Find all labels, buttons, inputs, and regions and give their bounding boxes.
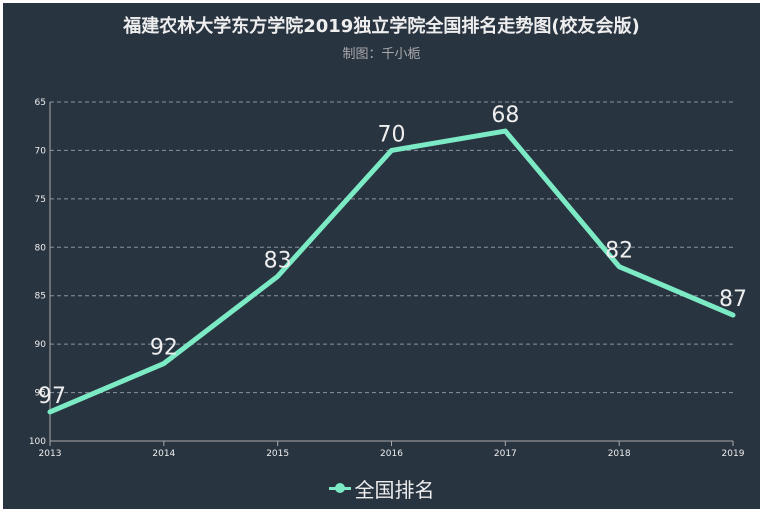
legend-item-series[interactable]: 全国排名: [328, 474, 435, 503]
x-tick-label: 2015: [266, 449, 289, 459]
x-tick-label: 2014: [152, 449, 175, 459]
y-tick-label: 100: [29, 437, 46, 447]
data-label: 83: [264, 248, 292, 273]
data-label: 92: [150, 336, 178, 361]
chart-title: 福建农林大学东方学院2019独立学院全国排名走势图(校友会版): [123, 16, 640, 37]
data-label: 68: [491, 103, 519, 128]
data-labels: 97 92 83 70 68 82 87: [38, 103, 747, 409]
y-tick-label: 70: [35, 146, 47, 156]
x-tick-label: 2018: [608, 449, 631, 459]
data-point: [48, 409, 52, 414]
y-tick-label: 85: [35, 292, 46, 302]
data-label: 82: [605, 239, 633, 264]
data-label: 70: [378, 122, 406, 147]
data-point: [731, 313, 735, 318]
data-point: [161, 361, 166, 366]
chart-subtitle: 制图：千小栀: [342, 47, 421, 62]
data-point: [389, 148, 394, 153]
data-point: [275, 274, 280, 279]
legend[interactable]: 全国排名: [3, 471, 760, 503]
y-tick-label: 80: [35, 243, 47, 253]
y-tick-label: 90: [35, 340, 47, 350]
data-label: 87: [719, 287, 747, 312]
series-line: [47, 128, 736, 415]
y-tick-label: 75: [35, 195, 46, 205]
x-tick-label: 2016: [380, 449, 403, 459]
line-chart: 65 70 75 80 85 90 95 100 2013 2014 2015 2016 2017 201…: [29, 98, 747, 459]
x-tick-label: 2019: [722, 449, 745, 459]
data-label: 97: [38, 384, 66, 409]
x-tick-label: 2013: [39, 449, 62, 459]
legend-label: 全国排名: [354, 478, 435, 502]
data-point: [617, 264, 622, 269]
x-tick-label: 2017: [494, 449, 517, 459]
y-tick-label: 95: [35, 389, 46, 399]
y-tick-label: 65: [35, 98, 46, 108]
legend-line-icon: [328, 483, 351, 493]
chart-panel: 福建农林大学东方学院2019独立学院全国排名走势图(校友会版) 制图：千小栀 6…: [3, 3, 760, 509]
gridlines: [50, 101, 733, 394]
data-point: [503, 129, 508, 134]
axes: 65 70 75 80 85 90 95 100 2013 2014 2015 2016 2017 201…: [29, 98, 745, 459]
series: [47, 128, 736, 415]
